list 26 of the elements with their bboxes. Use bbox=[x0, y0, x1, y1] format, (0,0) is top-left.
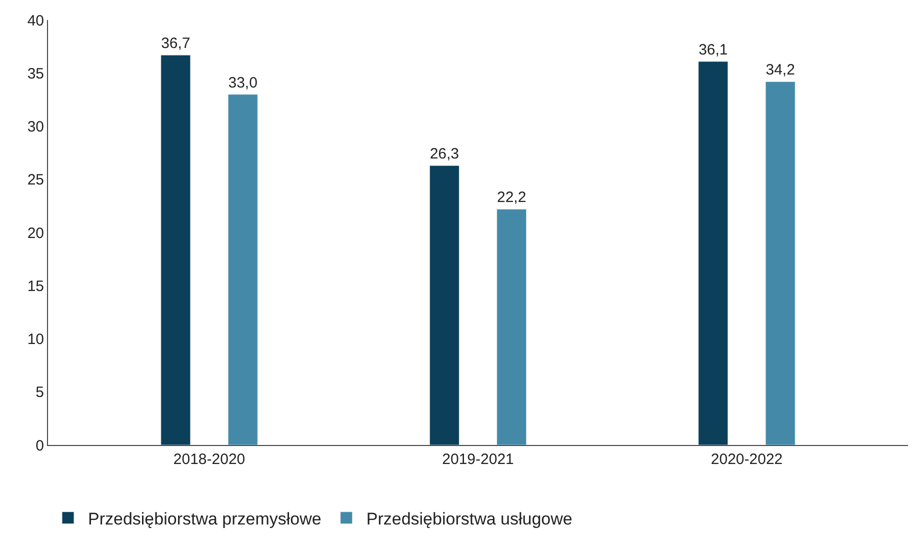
x-tick-label: 2018-2020 bbox=[173, 451, 246, 468]
data-label: 34,2 bbox=[766, 62, 795, 79]
y-tick-label: 30 bbox=[27, 118, 44, 136]
bar bbox=[160, 54, 191, 445]
y-tick-label: 10 bbox=[27, 331, 44, 348]
bar bbox=[429, 165, 460, 445]
legend-label: Przedsiębiorstwa przemysłowe bbox=[88, 509, 322, 528]
x-tick-label: 2019-2021 bbox=[442, 451, 514, 468]
y-tick-label: 20 bbox=[27, 224, 44, 242]
y-tick-label: 35 bbox=[27, 65, 44, 82]
data-label: 26,3 bbox=[430, 146, 460, 163]
y-tick-label: 5 bbox=[36, 384, 44, 402]
y-tick-label: 15 bbox=[27, 278, 44, 295]
legend-label: Przedsiębiorstwa usługowe bbox=[366, 509, 572, 528]
y-tick-label: 40 bbox=[27, 12, 44, 30]
data-label: 36,1 bbox=[698, 41, 728, 58]
y-tick-label: 25 bbox=[27, 172, 44, 189]
bar bbox=[698, 61, 728, 445]
y-tick-label: 0 bbox=[36, 437, 44, 454]
data-label: 22,2 bbox=[496, 189, 526, 206]
data-label: 36,7 bbox=[161, 35, 190, 52]
bar bbox=[765, 81, 796, 445]
x-tick-label: 2020-2022 bbox=[710, 451, 783, 468]
data-label: 33,0 bbox=[228, 74, 258, 92]
bar bbox=[228, 94, 258, 445]
bar bbox=[496, 208, 527, 445]
